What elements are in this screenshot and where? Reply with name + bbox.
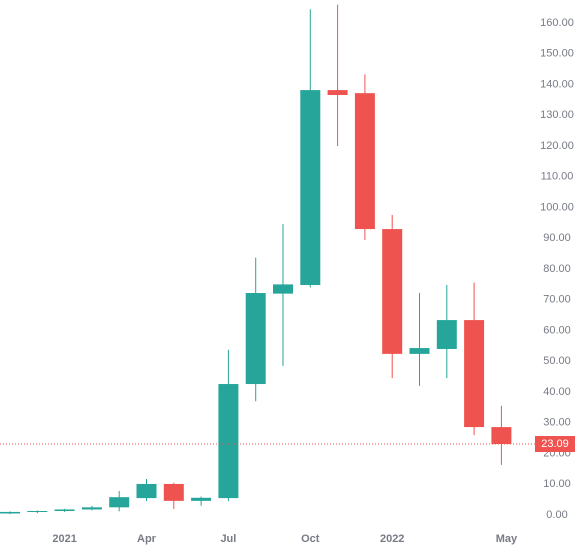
last-price-tag [535, 436, 575, 453]
y-tick-label: 50.00 [543, 355, 571, 367]
x-tick-label: Apr [137, 533, 157, 545]
x-tick-label: 2022 [380, 533, 404, 545]
y-tick-label: 160.00 [540, 17, 574, 29]
candle-body [436, 320, 457, 349]
candle-body [54, 509, 75, 512]
y-tick-label: 10.00 [543, 478, 571, 490]
candle-body [464, 320, 485, 428]
candle-body [354, 93, 375, 230]
y-tick-label: 150.00 [540, 48, 574, 60]
y-tick-label: 120.00 [540, 140, 574, 152]
y-tick-label: 0.00 [546, 509, 567, 521]
y-tick-label: 40.00 [543, 386, 571, 398]
candle-body [382, 229, 403, 354]
last-price-label: 23.09 [541, 438, 569, 450]
y-tick-label: 140.00 [540, 78, 574, 90]
candle-body [0, 511, 20, 514]
y-tick-label: 30.00 [543, 417, 571, 429]
y-tick-label: 110.00 [541, 171, 574, 183]
candle-body [136, 483, 157, 499]
candle-body [327, 90, 348, 96]
candle-body [109, 497, 130, 508]
x-tick-label: Oct [301, 533, 320, 545]
candle-body [300, 90, 321, 286]
candle-body [27, 511, 48, 513]
candle-body [218, 384, 239, 499]
y-tick-label: 130.00 [540, 109, 574, 121]
x-tick-label: May [496, 533, 518, 545]
y-tick-label: 70.00 [543, 294, 571, 306]
candle-body [81, 507, 102, 510]
candle-body [163, 483, 184, 501]
y-tick-label: 90.00 [543, 232, 571, 244]
candle-body [191, 497, 212, 501]
y-tick-label: 80.00 [543, 263, 571, 275]
y-tick-label: 60.00 [543, 324, 571, 336]
candle-body [245, 293, 266, 385]
x-tick-label: Jul [220, 533, 236, 545]
candle-body [491, 427, 512, 445]
candle-body [409, 348, 430, 354]
y-tick-label: 100.00 [540, 201, 574, 213]
candle-body [273, 284, 293, 294]
x-tick-label: 2021 [52, 533, 76, 545]
